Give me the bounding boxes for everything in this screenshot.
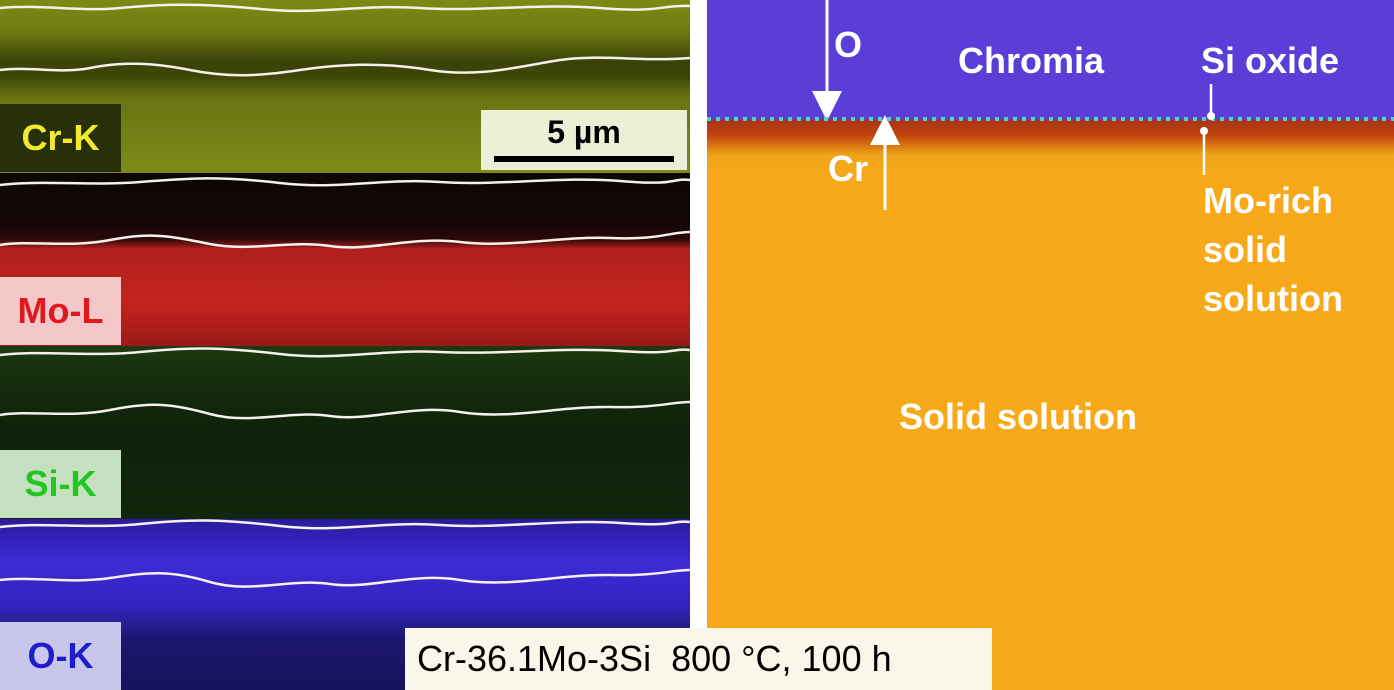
oxide-boundary-lines [0, 3, 690, 588]
schematic-annotations [707, 0, 1394, 210]
oxygen-label: O [834, 24, 863, 65]
solid-solution-label: Solid solution [899, 396, 1137, 437]
panel-divider [690, 0, 707, 690]
edx-map-column: Cr-K Mo-L Si-K O-K 5 µm [0, 0, 690, 690]
scale-bar-label: 5 µm [547, 114, 621, 150]
scale-bar-line [494, 156, 674, 162]
chromium-label: Cr [828, 148, 869, 189]
cr-k-label: Cr-K [0, 104, 121, 172]
si-oxide-label: Si oxide [1201, 40, 1340, 81]
mo-rich-label-line3: solution [1203, 278, 1343, 319]
scale-bar: 5 µm [481, 110, 687, 170]
mo-rich-label-line2: solid [1203, 229, 1288, 270]
sample-condition-caption: Cr-36.1Mo-3Si 800 °C, 100 h [405, 628, 992, 690]
chromia-label: Chromia [958, 40, 1105, 81]
si-k-label: Si-K [0, 450, 121, 518]
o-k-label: O-K [0, 622, 121, 690]
mo-l-label: Mo-L [0, 277, 121, 345]
mo-rich-label-line1: Mo-rich [1203, 180, 1333, 221]
